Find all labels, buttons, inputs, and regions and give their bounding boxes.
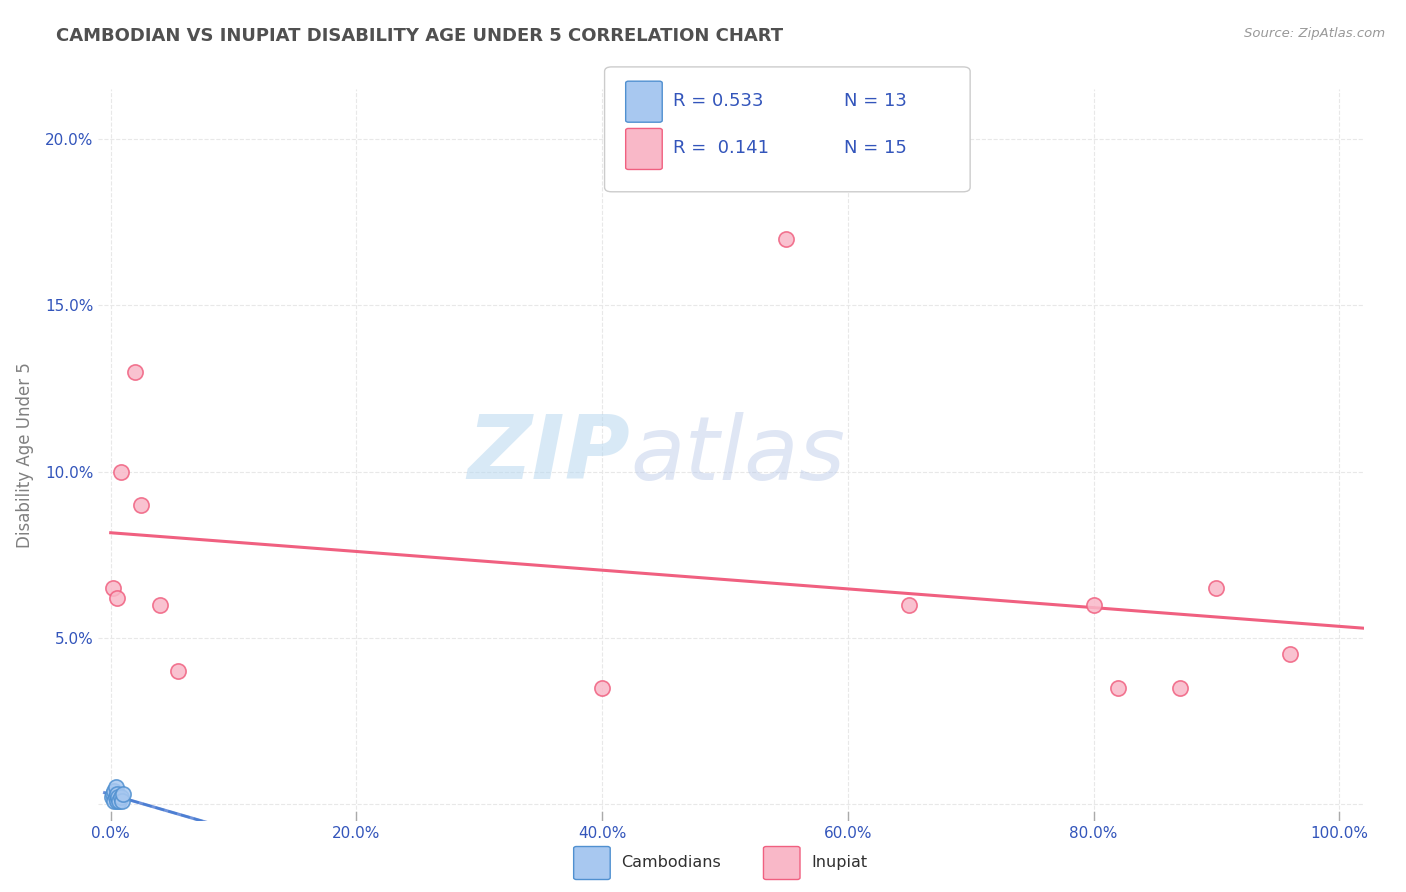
Point [1205,581,1227,595]
Text: Source: ZipAtlas.com: Source: ZipAtlas.com [1244,27,1385,40]
Point [104,790,127,805]
Point [111,794,134,808]
Point [167,664,190,678]
Point [105,787,128,801]
Point [1168,681,1191,695]
Point [101,581,124,595]
Text: atlas: atlas [630,412,845,498]
Point [1083,598,1105,612]
Point [103,783,125,797]
Text: N = 13: N = 13 [844,92,907,110]
Point [101,790,124,805]
Point [1107,681,1129,695]
Point [108,794,131,808]
Point [110,790,132,805]
Point [105,794,128,808]
Point [149,598,172,612]
Point [131,498,153,512]
Text: R =  0.141: R = 0.141 [673,139,769,157]
Point [775,232,797,246]
Point [110,465,132,479]
Point [105,591,128,605]
Text: Cambodians: Cambodians [621,855,721,870]
Y-axis label: Disability Age Under 5: Disability Age Under 5 [15,362,34,548]
Point [898,598,921,612]
Text: N = 15: N = 15 [844,139,907,157]
Text: CAMBODIAN VS INUPIAT DISABILITY AGE UNDER 5 CORRELATION CHART: CAMBODIAN VS INUPIAT DISABILITY AGE UNDE… [56,27,783,45]
Point [111,787,134,801]
Text: Inupiat: Inupiat [811,855,868,870]
Point [1279,648,1302,662]
Point [103,794,125,808]
Point [124,365,146,379]
Point [107,790,129,805]
Point [104,780,127,795]
Text: ZIP: ZIP [467,411,630,499]
Point [101,787,124,801]
Point [591,681,613,695]
Text: R = 0.533: R = 0.533 [673,92,763,110]
